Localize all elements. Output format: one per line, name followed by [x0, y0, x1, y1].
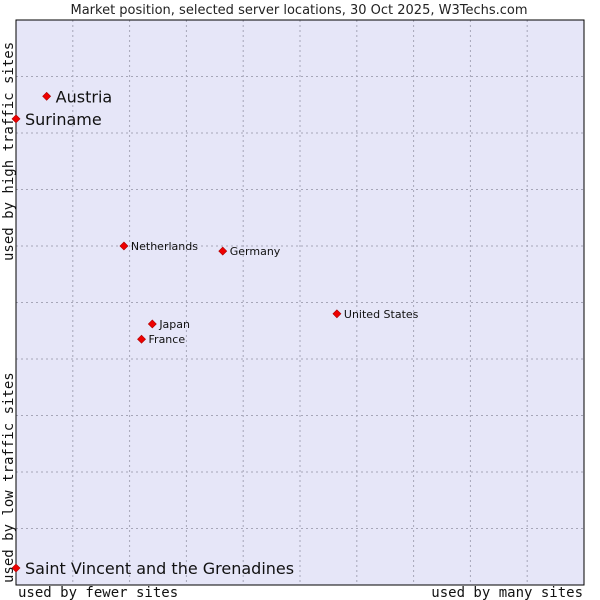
point-marker — [42, 91, 52, 101]
point-label: Germany — [230, 245, 281, 258]
data-point-suriname: Suriname — [11, 110, 102, 129]
data-point-germany: Germany — [218, 245, 281, 258]
point-label: Netherlands — [131, 240, 198, 253]
point-marker — [119, 241, 129, 251]
data-point-netherlands: Netherlands — [119, 240, 198, 253]
point-marker — [11, 114, 21, 124]
x-axis-label-high: used by many sites — [431, 585, 583, 600]
y-axis-label-low: used by low traffic sites — [1, 372, 17, 583]
point-label: Saint Vincent and the Grenadines — [25, 559, 294, 578]
point-marker — [218, 246, 228, 256]
x-axis-label-low: used by fewer sites — [18, 585, 178, 600]
point-label: Suriname — [25, 110, 102, 129]
data-point-austria: Austria — [42, 87, 113, 106]
point-marker — [147, 319, 157, 329]
data-point-france: France — [137, 333, 186, 346]
data-point-japan: Japan — [147, 318, 190, 331]
point-label: United States — [344, 308, 419, 321]
data-points: Austria Suriname Netherlands Germany United … — [11, 87, 419, 578]
point-marker — [137, 334, 146, 344]
grid-lines — [16, 20, 584, 585]
data-point-united-states: United States — [332, 308, 419, 321]
point-marker — [332, 309, 342, 319]
data-point-saint-vincent-and-the-grenadines: Saint Vincent and the Grenadines — [11, 559, 294, 578]
chart-title: Market position, selected server locatio… — [70, 3, 527, 18]
point-label: France — [149, 333, 186, 346]
point-marker — [11, 563, 21, 573]
point-label: Japan — [158, 318, 190, 331]
plot-frame — [15, 19, 585, 586]
y-axis-label-high: used by high traffic sites — [1, 42, 17, 261]
point-label: Austria — [56, 87, 113, 106]
